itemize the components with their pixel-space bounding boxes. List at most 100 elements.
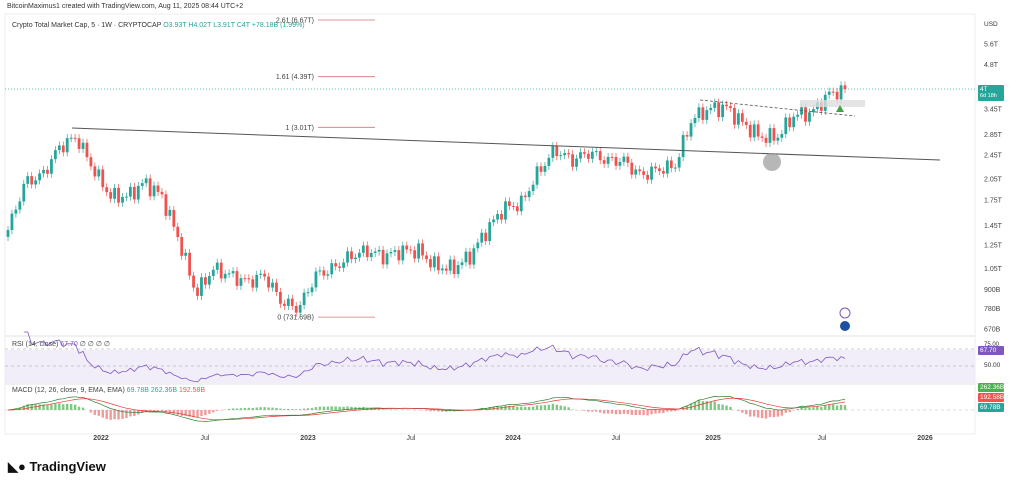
candle-body <box>377 249 381 252</box>
macd-histogram-bar <box>38 404 41 410</box>
tv-logo-icon: ◣● <box>8 459 30 474</box>
macd-histogram-bar <box>93 410 97 415</box>
macd-histogram-bar <box>279 408 282 410</box>
macd-histogram-bar <box>634 410 637 415</box>
candle-body <box>14 209 18 214</box>
candle-body <box>519 195 523 212</box>
x-tick-label: 2025 <box>705 435 721 442</box>
macd-histogram-bar <box>433 410 436 412</box>
rsi-level-75: 75.00 <box>984 342 1000 348</box>
candle-body <box>583 152 586 154</box>
macd-histogram-bar <box>176 410 179 415</box>
macd-histogram-bar <box>662 410 665 414</box>
macd-histogram-bar <box>658 410 661 414</box>
macd-histogram-bar <box>535 405 539 410</box>
macd-histogram-bar <box>492 406 495 410</box>
candle-body <box>717 102 721 118</box>
macd-histogram-bar <box>571 409 574 410</box>
y-tick-label: 2.85T <box>984 132 1003 139</box>
candle-body <box>235 271 239 286</box>
candle-body <box>452 259 456 275</box>
candle-body <box>650 166 653 180</box>
x-tick-label: 2023 <box>300 435 316 442</box>
candle-body <box>207 275 211 285</box>
candle-body <box>267 276 270 288</box>
macd-histogram-bar <box>109 410 112 420</box>
rsi-title: RSI (14, close) <box>12 341 59 348</box>
candle-body <box>752 124 756 138</box>
macd-histogram-bar <box>180 410 183 416</box>
candle-body <box>160 191 164 195</box>
macd-histogram-bar <box>527 406 531 410</box>
fib-level-label: 1.61 (4.39T) <box>276 74 314 81</box>
macd-histogram-bar <box>618 410 622 415</box>
candle-body <box>705 110 709 120</box>
macd-histogram-bar <box>559 405 562 410</box>
rsi-legend-value: 67.70 <box>60 341 78 348</box>
candle-body <box>342 262 345 268</box>
macd-histogram-bar <box>626 410 630 414</box>
candle-body <box>57 145 61 151</box>
candle-body <box>713 102 717 108</box>
last-price: 4T <box>980 86 988 93</box>
macd-histogram-bar <box>595 410 598 412</box>
macd-histogram-bar <box>22 405 25 410</box>
macd-histogram-bar <box>26 404 29 410</box>
candle-body <box>290 298 294 306</box>
candle-body <box>673 167 677 169</box>
candle-body <box>61 145 65 153</box>
macd-histogram-bar <box>338 406 341 410</box>
last-price-badge: 4T 6d 18h <box>978 85 1004 101</box>
candle-body <box>543 165 547 172</box>
candle-body <box>492 219 496 223</box>
macd-histogram-bar <box>255 407 258 410</box>
macd-histogram-bar <box>310 407 314 410</box>
candle-body <box>551 146 555 158</box>
candle-body <box>444 268 448 271</box>
candle-body <box>196 287 199 296</box>
macd-histogram-bar <box>504 405 507 410</box>
candle-body <box>792 116 796 128</box>
signal-line <box>7 397 846 421</box>
candle-body <box>689 123 693 137</box>
y-tick-label: 2.45T <box>984 152 1003 159</box>
macd-histogram-bar <box>204 410 207 416</box>
candle-body <box>263 273 267 277</box>
macd-histogram-bar <box>295 409 298 410</box>
x-tick-label: 2024 <box>505 435 521 442</box>
candle-body <box>132 186 136 200</box>
macd-histogram-bar <box>831 404 835 410</box>
macd-histogram-bar <box>251 407 254 410</box>
macd-histogram-bar <box>196 410 199 418</box>
macd-histogram-bar <box>772 410 776 418</box>
macd-histogram-bar <box>839 404 843 410</box>
candle-body <box>77 138 81 149</box>
candle-body <box>286 298 290 306</box>
macd-histogram-bar <box>156 410 160 412</box>
candle-body <box>630 162 634 175</box>
candle-body <box>776 137 780 141</box>
macd-histogram-bar <box>216 410 219 411</box>
rsi-badge: 67.70 <box>978 346 1004 355</box>
macd-histogram-bar <box>247 407 251 410</box>
macd-histogram-bar <box>54 403 57 410</box>
macd-histogram-bar <box>314 407 318 410</box>
macd-histogram-bar <box>77 406 81 410</box>
macd-histogram-bar <box>725 405 728 410</box>
candle-body <box>164 194 168 216</box>
macd-histogram-bar <box>804 408 807 410</box>
candle-body <box>204 277 207 285</box>
candle-body <box>65 138 69 153</box>
macd-histogram-bar <box>69 403 73 410</box>
macd-histogram-bar <box>729 406 732 410</box>
macd-histogram-bar <box>717 404 720 410</box>
macd-histogram-bar <box>614 410 618 415</box>
macd-histogram-bar <box>701 401 705 410</box>
macd-histogram-bar <box>306 408 310 410</box>
candle-body <box>808 112 811 122</box>
close-value: C4T <box>236 22 250 29</box>
macd-histogram-bar <box>516 407 519 410</box>
candle-body <box>140 183 144 186</box>
macd-badge: 262.36B <box>978 383 1005 392</box>
